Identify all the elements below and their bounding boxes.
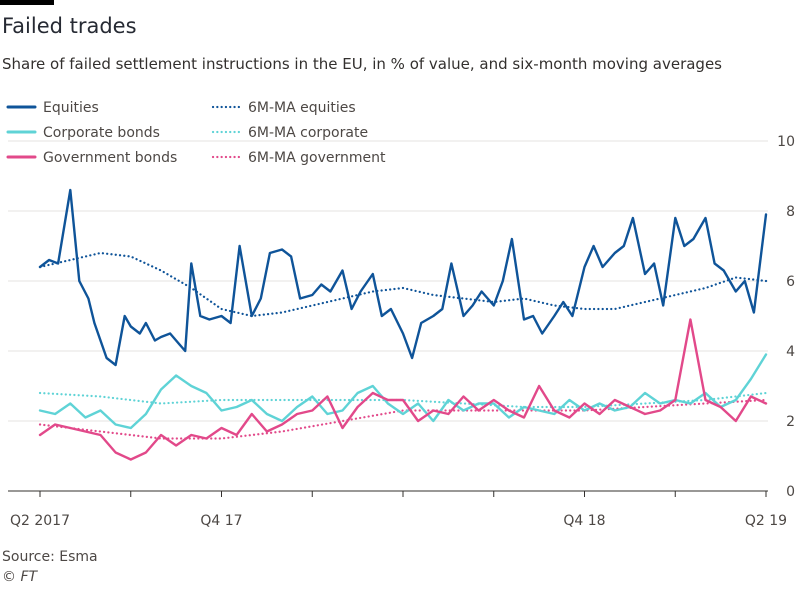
y-tick-label-8: 8	[786, 204, 795, 220]
series-6m-ma-equities	[38, 251, 768, 318]
legend: Equities Corporate bonds Government bonds 6…	[6, 100, 386, 166]
grid-lines	[8, 140, 768, 422]
y-tick-label-2: 2	[786, 414, 795, 430]
legend-label-equities: Equities	[43, 100, 99, 116]
legend-label-6m-ma-equities: 6M-MA equities	[248, 100, 356, 116]
y-tick-label-10: 10	[777, 134, 795, 150]
source-note: Source: Esma	[2, 549, 98, 565]
y-axis-labels: 0 2 4 6 8 10	[777, 134, 795, 500]
brand-bar	[0, 0, 54, 5]
legend-label-6m-ma-government: 6M-MA government	[248, 150, 386, 166]
x-tick-label: Q4 18	[563, 513, 605, 529]
series-6m-ma-government	[38, 398, 768, 440]
x-axis: Q2 2017 Q4 17 Q4 18 Q2 19	[8, 490, 787, 529]
y-tick-label-6: 6	[786, 274, 795, 290]
chart-subtitle: Share of failed settlement instructions …	[2, 55, 722, 73]
legend-label-government-bonds: Government bonds	[43, 150, 177, 166]
legend-label-corporate-bonds: Corporate bonds	[43, 125, 160, 141]
x-tick-label: Q2 2017	[10, 513, 70, 529]
y-tick-label-0: 0	[786, 484, 795, 500]
series-corporate-bonds	[38, 353, 768, 430]
y-tick-label-4: 4	[786, 344, 795, 360]
x-tick-label: Q2 19	[745, 513, 787, 529]
x-tick-label: Q4 17	[200, 513, 242, 529]
chart-title: Failed trades	[2, 14, 137, 38]
legend-label-6m-ma-corporate: 6M-MA corporate	[248, 125, 368, 141]
series-6m-ma-corporate	[38, 391, 768, 409]
ft-credit: © FT	[2, 569, 38, 585]
series-government-bonds	[38, 318, 768, 461]
series-lines	[38, 188, 768, 461]
series-equities	[38, 188, 768, 367]
